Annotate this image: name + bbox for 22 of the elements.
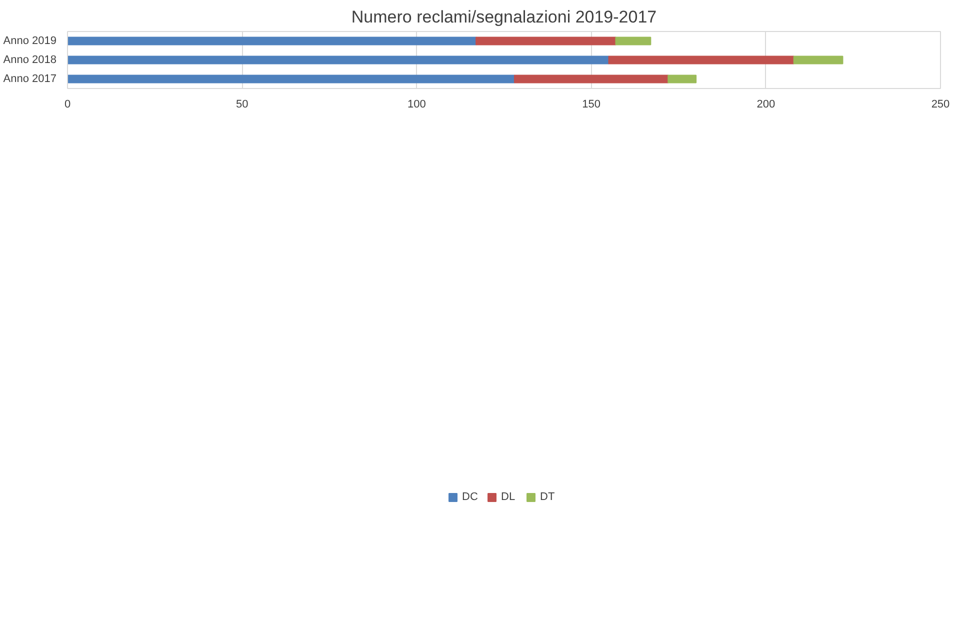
bar bbox=[514, 74, 669, 84]
bar bbox=[68, 74, 515, 84]
y-tick-label: Anno 2019 bbox=[3, 35, 56, 47]
bar bbox=[615, 36, 652, 46]
x-tick-label: 100 bbox=[408, 98, 426, 110]
legend-label: DC bbox=[462, 491, 479, 503]
x-tick-label: 200 bbox=[756, 98, 776, 110]
bar bbox=[68, 36, 477, 46]
x-tick-label: 0 bbox=[64, 98, 71, 110]
bar bbox=[668, 74, 697, 84]
x-tick-label: 250 bbox=[931, 98, 950, 110]
chart-title: Numero reclami/segnalazioni 2019-2017 bbox=[351, 8, 657, 26]
x-tick-label: 50 bbox=[236, 98, 248, 110]
legend-label: DL bbox=[501, 491, 516, 503]
legend-label: DT bbox=[540, 491, 556, 503]
bar bbox=[793, 56, 844, 64]
bar bbox=[476, 36, 616, 46]
y-tick-label: Anno 2018 bbox=[3, 54, 56, 66]
x-tick-label: 150 bbox=[582, 98, 600, 110]
y-tick-label: Anno 2017 bbox=[3, 73, 56, 85]
bar bbox=[68, 56, 610, 64]
bar bbox=[608, 56, 794, 64]
